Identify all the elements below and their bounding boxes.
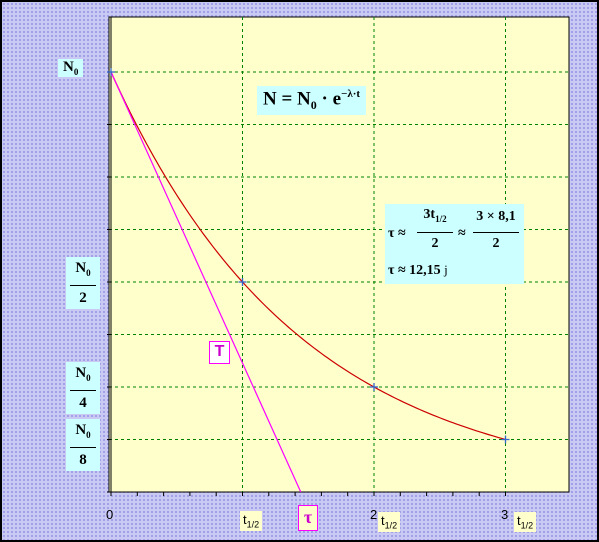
y-label-eighth: N0 8 — [66, 419, 100, 471]
x-tick-unit-2: t1/2 — [378, 512, 401, 532]
tau-axis-label: τ — [298, 505, 318, 531]
y-label-half: N0 2 — [66, 257, 100, 309]
y-label-half-num: N0 — [75, 260, 91, 278]
x-tick-unit-1: t1/2 — [240, 511, 263, 531]
y-label-quarter-num: N0 — [75, 365, 91, 383]
tangent-label-T: T — [209, 341, 230, 364]
y-label-quarter: N0 4 — [66, 362, 100, 414]
tangent-line — [110, 71, 302, 493]
formula-box: N = N0 · e−λ·t — [257, 86, 367, 116]
x-tick-0: 0 — [106, 507, 114, 522]
x-tick-3: 3 — [501, 507, 509, 522]
x-tick-2: 2 — [370, 507, 378, 522]
tau-box: τ ≈ 3t1/2 2 ≈ 3 × 8,1 2 τ ≈ 12,15 j — [385, 204, 524, 284]
y-label-n0: N0 — [58, 59, 84, 77]
x-tick-unit-3: t1/2 — [514, 512, 537, 532]
decay-curve — [110, 71, 506, 441]
y-label-eighth-num: N0 — [75, 422, 91, 440]
